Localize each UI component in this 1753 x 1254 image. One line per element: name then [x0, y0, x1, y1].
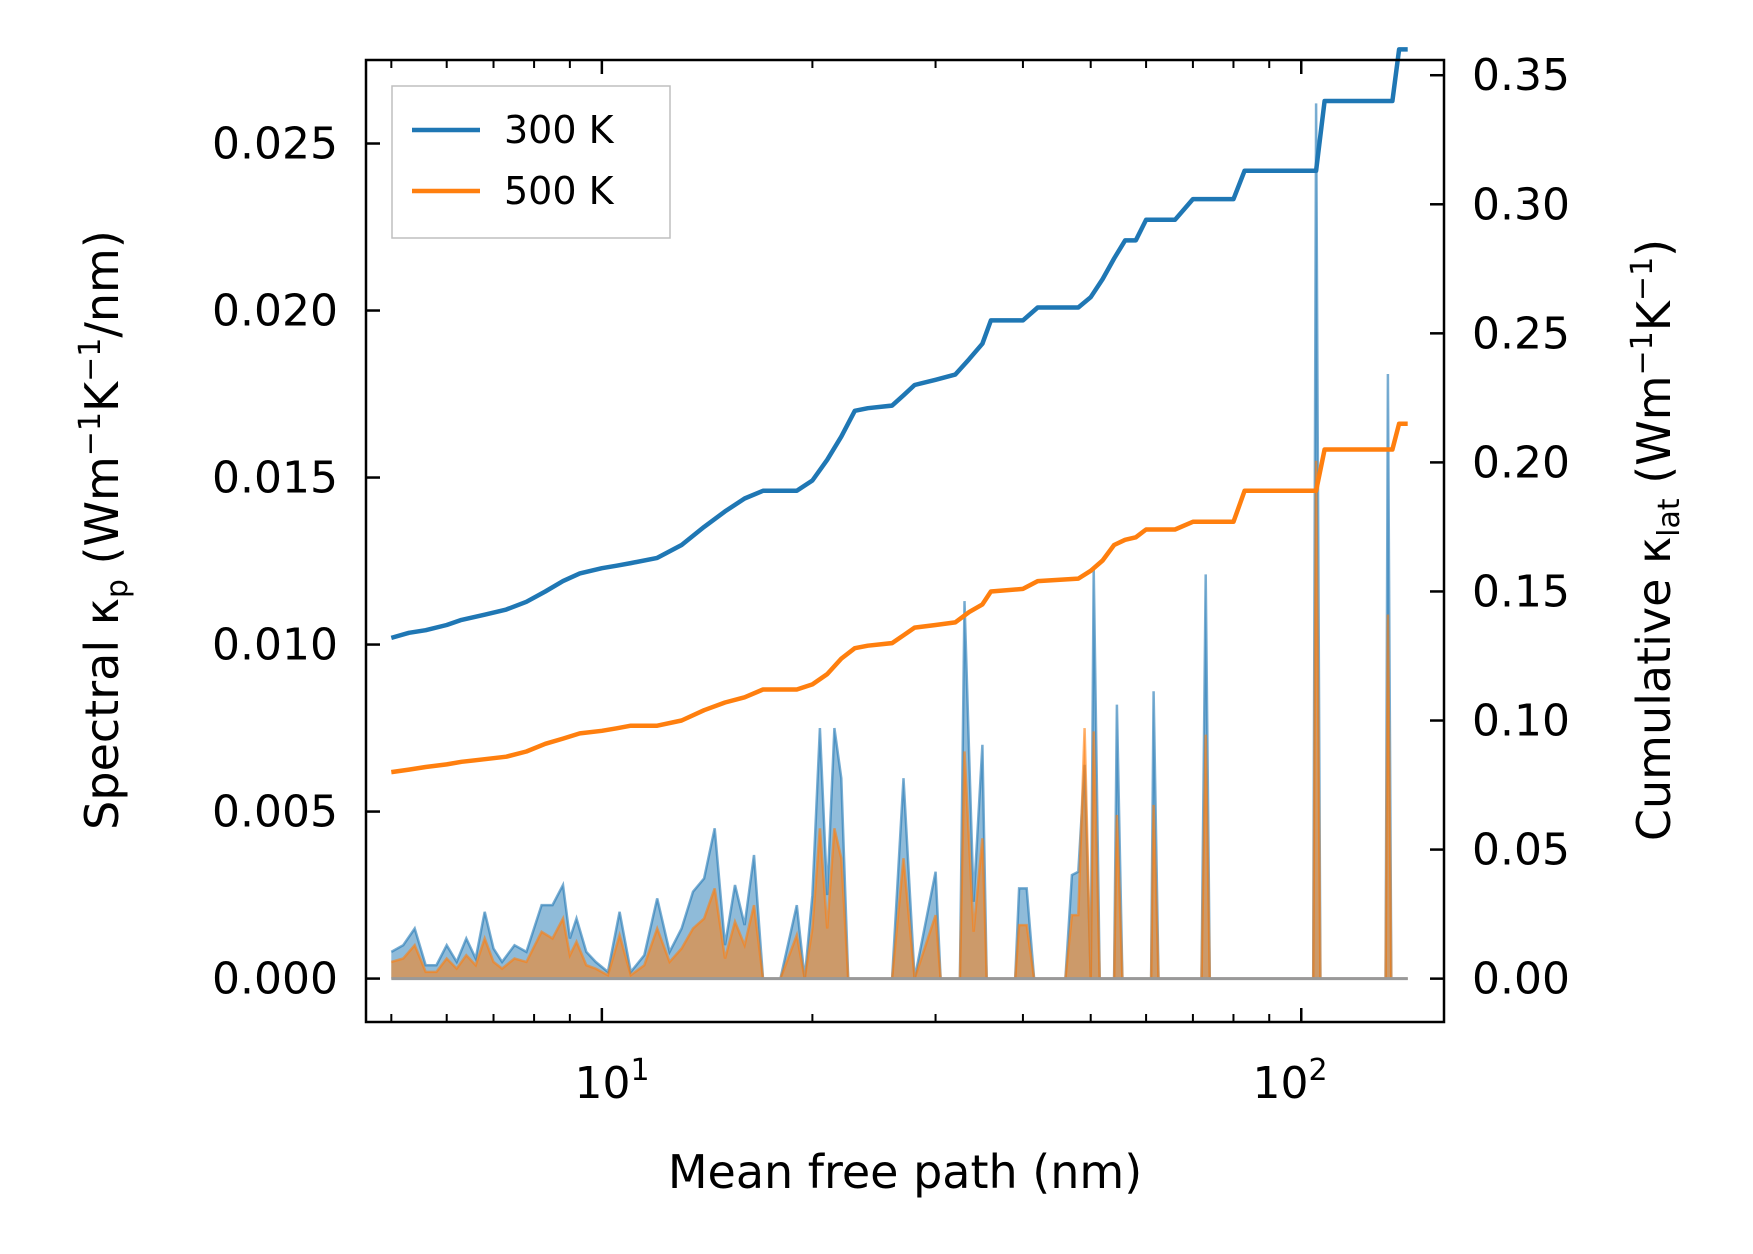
legend-box: [391, 85, 671, 239]
x-tick-label-100: 102: [1252, 1053, 1327, 1109]
spectral-line-300k: [390, 103, 1408, 980]
left-y-tick-label: 0.000: [212, 954, 338, 1005]
right-y-tick-label: 0.05: [1472, 825, 1570, 876]
cumulative-line-500k: [390, 421, 1408, 775]
left-y-axis-label: Spectral κp (Wm−1K−1/nm): [73, 230, 135, 830]
legend-label-300k: 300 K: [504, 108, 615, 152]
left-y-tick-labels: 0.000 0.005 0.010 0.015 0.020 0.025: [212, 119, 338, 1005]
tick-marks: [366, 60, 1444, 1022]
right-y-tick-label: 0.10: [1472, 696, 1570, 747]
right-y-tick-label: 0.35: [1472, 50, 1570, 101]
left-y-tick-label: 0.005: [212, 787, 338, 838]
x-tick-label-10: 101: [574, 1053, 649, 1109]
left-y-tick-label: 0.015: [212, 453, 338, 504]
right-y-tick-label: 0.30: [1472, 179, 1570, 230]
right-y-tick-label: 0.20: [1472, 437, 1570, 488]
spectral-line-500k: [390, 460, 1408, 980]
spectral-kappa-layer: [390, 103, 1408, 981]
right-y-axis-label: Cumulative κlat (Wm−1K−1): [1625, 239, 1687, 841]
plot-frame: [364, 58, 1446, 1024]
left-y-tick-label: 0.010: [212, 620, 338, 671]
left-y-tick-label: 0.020: [212, 286, 338, 337]
cumulative-line-300k: [390, 47, 1408, 641]
cumulative-kappa-layer: [390, 47, 1408, 775]
right-y-tick-label: 0.25: [1472, 308, 1570, 359]
right-y-tick-labels: 0.00 0.05 0.10 0.15 0.20 0.25 0.30 0.35: [1472, 50, 1570, 1004]
left-y-tick-label: 0.025: [212, 119, 338, 170]
right-y-tick-label: 0.15: [1472, 566, 1570, 617]
legend: 300 K 500 K: [391, 85, 671, 239]
x-axis-label: Mean free path (nm): [668, 1145, 1142, 1199]
legend-label-500k: 500 K: [504, 169, 615, 213]
right-y-tick-label: 0.00: [1472, 954, 1570, 1005]
